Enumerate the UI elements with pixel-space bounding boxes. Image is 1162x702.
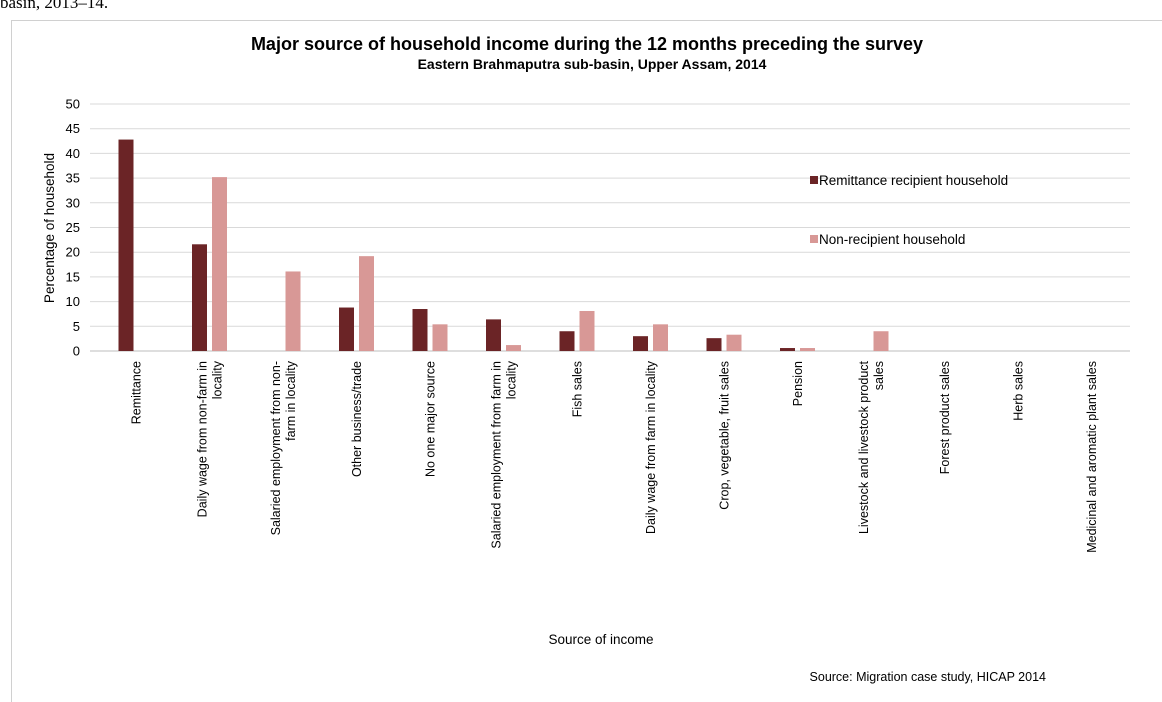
y-tick-label: 35 bbox=[66, 171, 80, 186]
bar-recipient bbox=[118, 139, 134, 351]
bar-recipient bbox=[339, 307, 354, 351]
x-category-label: farm in locality bbox=[284, 360, 298, 441]
x-category-label: Fish sales bbox=[571, 361, 585, 417]
bar-recipient bbox=[706, 338, 722, 351]
source-note: Source: Migration case study, HICAP 2014 bbox=[810, 670, 1047, 684]
x-category-label: Livestock and livestock product bbox=[857, 360, 871, 534]
legend-swatch bbox=[810, 176, 818, 184]
gridlines bbox=[90, 103, 1130, 352]
x-category-label: No one major source bbox=[424, 361, 438, 477]
y-axis-ticks: 0 5 10 15 20 25 30 35 40 45 50 bbox=[66, 97, 80, 359]
bar-non-recipient bbox=[432, 324, 448, 351]
chart-frame bbox=[11, 20, 1162, 702]
x-category-label: Pension bbox=[791, 361, 805, 406]
x-category-label: Daily wage from non-farm in bbox=[196, 361, 210, 517]
y-tick-label: 40 bbox=[66, 146, 80, 161]
legend-swatch bbox=[810, 235, 818, 243]
y-tick-label: 30 bbox=[66, 195, 80, 210]
bar-recipient bbox=[412, 309, 428, 351]
y-tick-label: 20 bbox=[66, 245, 80, 260]
y-tick-label: 10 bbox=[66, 294, 80, 309]
y-tick-label: 50 bbox=[66, 97, 80, 112]
x-category-label: Other business/trade bbox=[350, 361, 364, 477]
bar-non-recipient bbox=[212, 177, 227, 351]
page-text-fragment: basin, 2013–14. bbox=[0, 0, 109, 12]
x-category-label: Salaried employment from farm in bbox=[490, 361, 504, 549]
bar-recipient bbox=[486, 319, 501, 351]
x-category-label: Medicinal and aromatic plant sales bbox=[1085, 361, 1099, 553]
x-category-label: Herb sales bbox=[1012, 361, 1026, 421]
x-category-label: Crop, vegetable, fruit sales bbox=[718, 361, 732, 510]
bar-recipient bbox=[192, 244, 207, 351]
legend-label: Non-recipient household bbox=[819, 232, 965, 247]
chart-title: Major source of household income during … bbox=[251, 34, 923, 54]
x-axis-categories: Remittance Daily wage from non-farm in loc… bbox=[130, 360, 1100, 553]
x-category-label: Daily wage from farm in locality bbox=[644, 360, 658, 534]
x-category-label: locality bbox=[505, 360, 519, 399]
bar-non-recipient bbox=[800, 348, 815, 351]
bar-non-recipient bbox=[653, 324, 668, 351]
y-tick-label: 15 bbox=[66, 269, 80, 284]
bars bbox=[118, 139, 889, 351]
chart-subtitle: Eastern Brahmaputra sub-basin, Upper Ass… bbox=[418, 56, 767, 72]
y-tick-label: 5 bbox=[73, 319, 80, 334]
bar-non-recipient bbox=[506, 345, 521, 351]
y-tick-label: 25 bbox=[66, 220, 80, 235]
x-axis-label: Source of income bbox=[548, 632, 653, 647]
bar-non-recipient bbox=[285, 271, 301, 351]
y-tick-label: 0 bbox=[73, 344, 80, 359]
bar-recipient bbox=[633, 336, 648, 351]
y-tick-label: 45 bbox=[66, 121, 80, 136]
bar-recipient bbox=[559, 331, 575, 351]
bar-non-recipient bbox=[873, 331, 889, 351]
x-category-label: Remittance bbox=[130, 361, 144, 424]
bar-non-recipient bbox=[726, 334, 742, 351]
bar-non-recipient bbox=[359, 256, 374, 351]
x-category-label: Forest product sales bbox=[938, 361, 952, 474]
x-category-label: Salaried employment from non- bbox=[269, 361, 283, 535]
x-category-label: sales bbox=[872, 361, 886, 390]
y-axis-label: Percentage of household bbox=[42, 153, 57, 303]
bar-non-recipient bbox=[579, 310, 595, 351]
legend-label: Remittance recipient household bbox=[819, 173, 1008, 188]
x-category-label: locality bbox=[211, 360, 225, 399]
legend: Remittance recipient household Non-recipi… bbox=[810, 173, 1008, 247]
bar-recipient bbox=[780, 348, 795, 351]
